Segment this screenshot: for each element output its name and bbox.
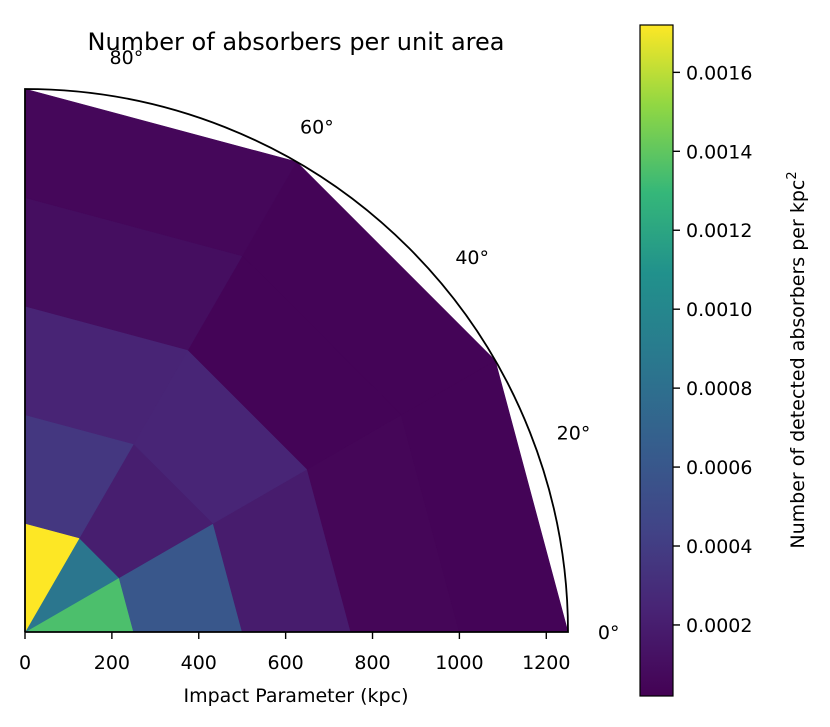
chart-title: Number of absorbers per unit area (88, 28, 505, 56)
colorbar-tick-label: 0.0002 (686, 615, 752, 637)
colorbar-tick-label: 0.0016 (686, 62, 752, 84)
x-tick-label: 600 (268, 652, 304, 674)
polar-frame (24, 88, 569, 633)
x-tick-label: 1000 (435, 652, 483, 674)
x-tick-label: 200 (94, 652, 130, 674)
angle-tick-labels: 0° 20° 40° 60° 80° (110, 47, 620, 644)
angle-tick-label: 60° (300, 116, 334, 138)
angle-tick-label: 80° (110, 47, 144, 69)
x-tick-label: 0 (19, 652, 31, 674)
colorbar-tick-label: 0.0004 (686, 536, 752, 558)
angle-tick-label: 40° (455, 247, 489, 269)
x-tick-label: 400 (181, 652, 217, 674)
colorbar-tick-label: 0.0014 (686, 141, 752, 163)
colorbar-tick-label: 0.0006 (686, 457, 752, 479)
x-tick-label: 800 (354, 652, 390, 674)
colorbar: 0.0002 0.0004 0.0006 0.0008 0.0010 0.0012 0.00… (639, 24, 809, 697)
angle-tick-label: 20° (557, 422, 591, 444)
colorbar-gradient (639, 24, 674, 697)
x-tick-label: 1200 (522, 652, 570, 674)
heatmap-cells (23, 88, 569, 634)
colorbar-tick-label: 0.0010 (686, 299, 752, 321)
colorbar-label: Number of detected absorbers per kpc2 (785, 171, 809, 548)
x-axis-label: Impact Parameter (kpc) (184, 685, 409, 707)
angle-tick-label: 0° (598, 622, 620, 644)
colorbar-ticks: 0.0002 0.0004 0.0006 0.0008 0.0010 0.0012 0.00… (673, 62, 752, 637)
colorbar-tick-label: 0.0008 (686, 378, 752, 400)
x-axis: 0 200 400 600 800 1000 1200 (19, 632, 570, 674)
colorbar-tick-label: 0.0012 (686, 220, 752, 242)
